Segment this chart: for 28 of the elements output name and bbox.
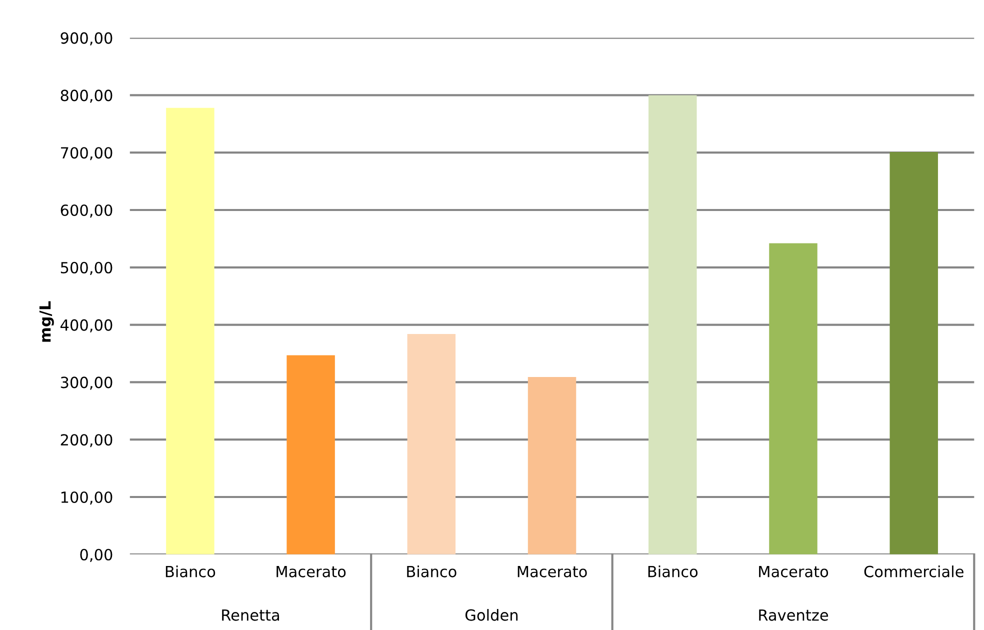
x-tick-label: Macerato bbox=[759, 566, 828, 578]
y-tick-label: 800,00 bbox=[60, 90, 112, 103]
bar bbox=[890, 152, 938, 554]
x-tick-label: Macerato bbox=[518, 566, 587, 578]
bar bbox=[166, 108, 214, 554]
y-tick-label: 700,00 bbox=[61, 147, 112, 160]
bar bbox=[407, 334, 456, 554]
bar bbox=[286, 355, 335, 554]
y-tick-label: 200,00 bbox=[60, 434, 112, 448]
y-tick-label: 100,00 bbox=[61, 491, 112, 505]
y-tick-label: 600,00 bbox=[60, 204, 112, 218]
x-tick-label: Bianco bbox=[166, 566, 216, 578]
y-tick-label: 400,00 bbox=[60, 319, 112, 332]
bar bbox=[528, 377, 576, 554]
y-tick-label: 900,00 bbox=[60, 32, 112, 46]
text: Raventze bbox=[759, 609, 828, 621]
y-axis-title: mg/L bbox=[39, 301, 54, 342]
y-tick-label: 0,00 bbox=[80, 548, 112, 562]
x-tick-label: Commerciale bbox=[864, 566, 964, 578]
x-tick-label: Bianco bbox=[648, 566, 698, 578]
x-tick-label: Bianco bbox=[407, 566, 456, 578]
y-tick-label: 500,00 bbox=[60, 262, 112, 275]
y-tick-label: 300,00 bbox=[60, 376, 112, 390]
x-tick-label: Macerato bbox=[276, 566, 346, 578]
text: Renetta bbox=[222, 609, 279, 621]
bar bbox=[648, 95, 697, 554]
bar bbox=[769, 243, 818, 554]
text: Golden bbox=[465, 609, 518, 621]
